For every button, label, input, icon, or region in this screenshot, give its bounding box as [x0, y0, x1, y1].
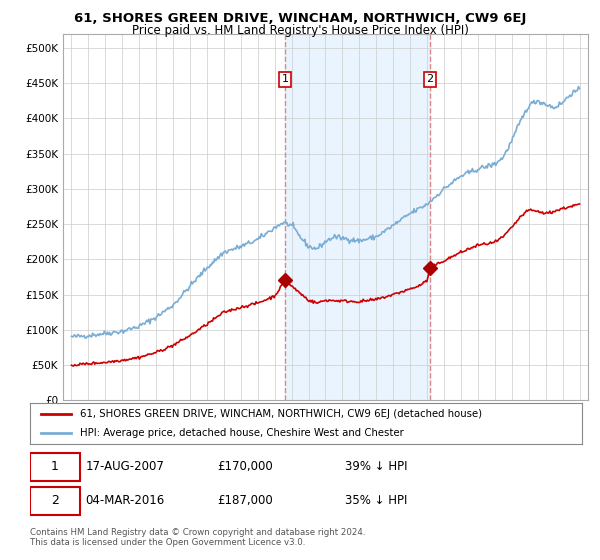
- Text: 1: 1: [281, 74, 289, 85]
- Text: 61, SHORES GREEN DRIVE, WINCHAM, NORTHWICH, CW9 6EJ (detached house): 61, SHORES GREEN DRIVE, WINCHAM, NORTHWI…: [80, 409, 482, 419]
- FancyBboxPatch shape: [30, 487, 80, 515]
- Text: 04-MAR-2016: 04-MAR-2016: [85, 494, 164, 507]
- Text: Price paid vs. HM Land Registry's House Price Index (HPI): Price paid vs. HM Land Registry's House …: [131, 24, 469, 36]
- Text: 39% ↓ HPI: 39% ↓ HPI: [344, 460, 407, 473]
- Text: £187,000: £187,000: [218, 494, 274, 507]
- Text: 17-AUG-2007: 17-AUG-2007: [85, 460, 164, 473]
- Text: Contains HM Land Registry data © Crown copyright and database right 2024.: Contains HM Land Registry data © Crown c…: [30, 528, 365, 536]
- Text: This data is licensed under the Open Government Licence v3.0.: This data is licensed under the Open Gov…: [30, 538, 305, 547]
- FancyBboxPatch shape: [30, 452, 80, 480]
- Text: HPI: Average price, detached house, Cheshire West and Chester: HPI: Average price, detached house, Ches…: [80, 428, 403, 437]
- Text: 2: 2: [51, 494, 59, 507]
- Bar: [285, 34, 430, 400]
- Text: 2: 2: [427, 74, 434, 85]
- Text: £170,000: £170,000: [218, 460, 274, 473]
- Text: 61, SHORES GREEN DRIVE, WINCHAM, NORTHWICH, CW9 6EJ: 61, SHORES GREEN DRIVE, WINCHAM, NORTHWI…: [74, 12, 526, 25]
- Text: 35% ↓ HPI: 35% ↓ HPI: [344, 494, 407, 507]
- Text: 1: 1: [51, 460, 59, 473]
